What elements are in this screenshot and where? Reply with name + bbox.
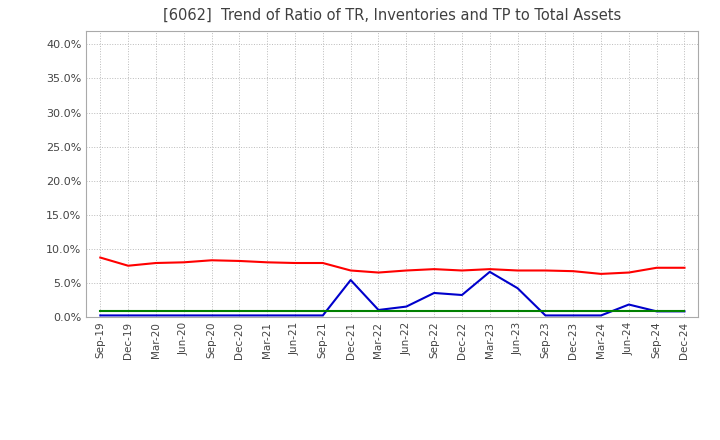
Trade Receivables xyxy=(124,263,132,268)
Trade Receivables xyxy=(430,267,438,272)
Trade Payables xyxy=(597,309,606,314)
Trade Receivables xyxy=(680,265,689,271)
Inventories xyxy=(207,313,216,318)
Trade Payables xyxy=(374,309,383,314)
Inventories xyxy=(652,309,661,314)
Inventories xyxy=(291,313,300,318)
Inventories xyxy=(235,313,243,318)
Line: Trade Receivables: Trade Receivables xyxy=(100,257,685,274)
Trade Payables xyxy=(207,309,216,314)
Trade Receivables xyxy=(96,255,104,260)
Trade Payables xyxy=(652,309,661,314)
Trade Receivables xyxy=(291,260,300,266)
Trade Receivables xyxy=(541,268,550,273)
Trade Receivables xyxy=(652,265,661,271)
Trade Payables xyxy=(624,309,633,314)
Inventories xyxy=(152,313,161,318)
Trade Payables xyxy=(124,309,132,314)
Trade Payables xyxy=(291,309,300,314)
Trade Payables xyxy=(96,309,104,314)
Trade Payables xyxy=(179,309,188,314)
Inventories xyxy=(597,313,606,318)
Inventories xyxy=(318,313,327,318)
Trade Receivables xyxy=(207,258,216,263)
Inventories xyxy=(569,313,577,318)
Trade Receivables xyxy=(569,268,577,274)
Trade Receivables xyxy=(624,270,633,275)
Trade Receivables xyxy=(513,268,522,273)
Trade Receivables xyxy=(374,270,383,275)
Trade Receivables xyxy=(152,260,161,266)
Inventories xyxy=(541,313,550,318)
Inventories xyxy=(263,313,271,318)
Trade Payables xyxy=(569,309,577,314)
Trade Payables xyxy=(235,309,243,314)
Inventories xyxy=(680,309,689,314)
Trade Payables xyxy=(458,309,467,314)
Trade Receivables xyxy=(346,268,355,273)
Trade Payables xyxy=(346,309,355,314)
Inventories xyxy=(513,286,522,291)
Inventories xyxy=(624,302,633,307)
Trade Payables xyxy=(485,309,494,314)
Inventories xyxy=(374,308,383,313)
Trade Receivables xyxy=(318,260,327,266)
Trade Payables xyxy=(402,309,410,314)
Inventories xyxy=(485,269,494,275)
Inventories xyxy=(458,292,467,297)
Trade Receivables xyxy=(263,260,271,265)
Line: Inventories: Inventories xyxy=(100,272,685,315)
Title: [6062]  Trend of Ratio of TR, Inventories and TP to Total Assets: [6062] Trend of Ratio of TR, Inventories… xyxy=(163,7,621,23)
Inventories xyxy=(179,313,188,318)
Inventories xyxy=(402,304,410,309)
Inventories xyxy=(124,313,132,318)
Trade Receivables xyxy=(235,258,243,264)
Inventories xyxy=(96,313,104,318)
Trade Payables xyxy=(318,309,327,314)
Trade Payables xyxy=(152,309,161,314)
Inventories xyxy=(346,277,355,282)
Trade Payables xyxy=(513,309,522,314)
Trade Receivables xyxy=(402,268,410,273)
Trade Payables xyxy=(430,309,438,314)
Trade Receivables xyxy=(458,268,467,273)
Inventories xyxy=(430,290,438,296)
Trade Payables xyxy=(680,309,689,314)
Trade Receivables xyxy=(179,260,188,265)
Trade Receivables xyxy=(597,271,606,276)
Trade Payables xyxy=(541,309,550,314)
Trade Payables xyxy=(263,309,271,314)
Trade Receivables xyxy=(485,267,494,272)
